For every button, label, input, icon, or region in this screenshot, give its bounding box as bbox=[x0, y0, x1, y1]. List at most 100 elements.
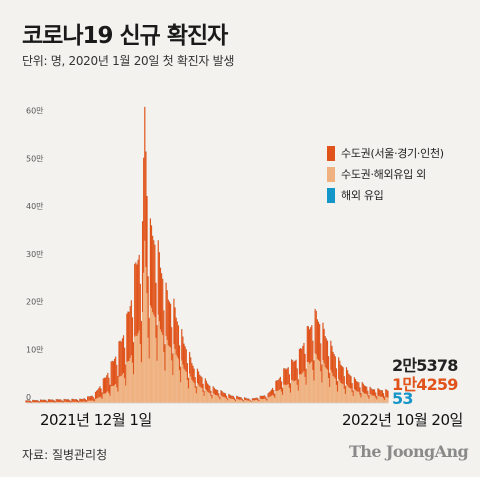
bar-other bbox=[47, 401, 50, 403]
bar-metro bbox=[210, 390, 212, 396]
bar-other bbox=[341, 383, 343, 403]
bar-other bbox=[320, 371, 322, 403]
bar-other bbox=[317, 360, 320, 403]
bar-metro bbox=[140, 321, 143, 363]
bar-other bbox=[83, 401, 85, 403]
bar-metro bbox=[29, 400, 32, 403]
bar-other bbox=[349, 388, 351, 403]
bar-other bbox=[91, 400, 93, 403]
bar-other bbox=[107, 391, 109, 403]
bar-metro bbox=[206, 383, 209, 392]
bar-metro bbox=[279, 376, 281, 390]
bar-metro bbox=[110, 361, 112, 387]
bar-metro bbox=[384, 396, 386, 401]
bar-other bbox=[103, 393, 106, 403]
bar-metro bbox=[286, 368, 288, 385]
bar-other bbox=[286, 384, 288, 403]
bar-other bbox=[279, 389, 281, 403]
bar-metro bbox=[119, 340, 121, 377]
bar-other bbox=[102, 393, 104, 403]
bar-metro bbox=[313, 360, 315, 381]
y-tick-label-2: 20만 bbox=[26, 298, 44, 307]
bar-metro bbox=[325, 338, 327, 369]
bar-metro bbox=[152, 235, 154, 313]
bar-metro bbox=[264, 395, 266, 399]
bar-metro bbox=[130, 300, 132, 356]
bar-metro bbox=[111, 360, 113, 387]
bar-metro bbox=[63, 398, 65, 402]
bar-other bbox=[215, 395, 218, 403]
bar-other bbox=[96, 398, 98, 403]
bar-metro bbox=[211, 395, 213, 399]
bar-other bbox=[347, 385, 349, 403]
bar-other bbox=[208, 392, 210, 403]
legend-label-other: 수도권·해외유입 외 bbox=[341, 168, 426, 181]
bar-other bbox=[326, 369, 329, 403]
bar-other bbox=[183, 368, 185, 403]
bar-metro bbox=[305, 368, 307, 385]
bar-metro bbox=[149, 218, 151, 306]
bar-metro bbox=[294, 360, 296, 381]
bar-metro bbox=[154, 244, 156, 318]
bar-metro bbox=[217, 390, 219, 396]
bar-other bbox=[63, 401, 65, 403]
bar-other bbox=[303, 371, 305, 403]
bar-metro bbox=[231, 395, 233, 399]
bar-other bbox=[214, 395, 216, 403]
y-axis: 0 10만 20만 30만 40만 50만 60만 bbox=[26, 107, 44, 402]
bar-other bbox=[125, 385, 127, 403]
bar-other bbox=[325, 368, 327, 403]
bar-other bbox=[176, 356, 178, 403]
bar-other bbox=[366, 394, 368, 403]
bar-other bbox=[321, 382, 323, 403]
bar-other bbox=[277, 390, 279, 403]
bar-other bbox=[316, 358, 318, 403]
bar-metro bbox=[251, 398, 253, 401]
bar-other bbox=[358, 391, 360, 403]
bar-metro bbox=[78, 401, 80, 403]
bar-other bbox=[238, 399, 240, 403]
bar-metro bbox=[228, 393, 230, 398]
bar-other bbox=[161, 332, 163, 403]
bar-other bbox=[275, 391, 277, 403]
bar-metro bbox=[101, 392, 103, 400]
bar-other bbox=[348, 387, 350, 403]
bar-other bbox=[57, 401, 60, 403]
bar-other bbox=[51, 402, 53, 403]
bar-other bbox=[175, 354, 177, 403]
bar-metro bbox=[201, 377, 203, 389]
bar-metro bbox=[278, 378, 280, 390]
bar-metro bbox=[295, 359, 297, 381]
bar-other bbox=[278, 389, 280, 403]
bar-metro bbox=[330, 340, 332, 370]
bar-other bbox=[276, 390, 278, 403]
bar-other bbox=[381, 396, 383, 403]
bar-metro bbox=[127, 311, 129, 362]
bar-other bbox=[61, 402, 63, 403]
y-tick-label-6: 60만 bbox=[26, 107, 44, 116]
bar-other bbox=[360, 397, 362, 403]
bar-other bbox=[202, 391, 204, 403]
legend-item-other: 수도권·해외유입 외 bbox=[327, 165, 444, 183]
bar-metro bbox=[72, 399, 74, 402]
bar-other bbox=[94, 399, 97, 403]
bar-other bbox=[74, 401, 76, 403]
bar-other bbox=[259, 399, 261, 403]
bar-metro bbox=[387, 390, 389, 398]
bar-metro bbox=[359, 387, 361, 395]
bar-other bbox=[193, 382, 195, 403]
bar-metro bbox=[250, 401, 252, 402]
bar-metro bbox=[299, 348, 302, 375]
bar-metro bbox=[324, 336, 326, 368]
bar-metro bbox=[233, 397, 236, 400]
bar-metro bbox=[57, 399, 60, 402]
bar-metro bbox=[284, 368, 286, 385]
bar-metro bbox=[238, 396, 240, 400]
bar-metro bbox=[273, 390, 275, 397]
x-label-start: 2021년 12월 1일 bbox=[40, 411, 152, 429]
chart-title: 코로나19 신규 확진자 bbox=[22, 23, 228, 49]
bar-metro bbox=[25, 400, 27, 403]
bar-other bbox=[109, 395, 111, 403]
bar-other bbox=[118, 376, 120, 403]
